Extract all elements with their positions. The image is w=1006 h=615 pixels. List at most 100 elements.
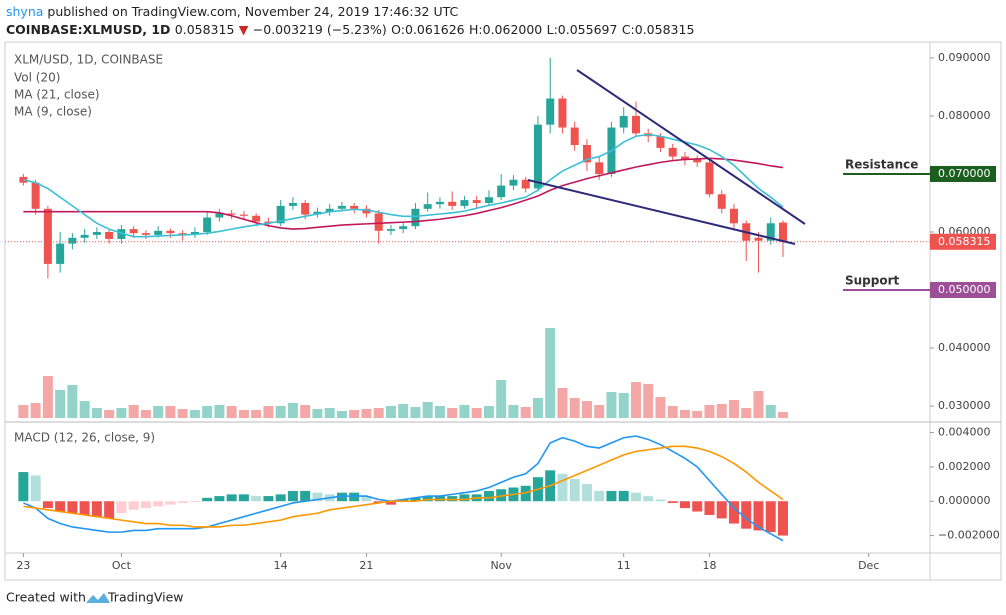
- x-tick-label: Dec: [858, 559, 879, 572]
- candle-body: [313, 211, 322, 215]
- trend-line-upper: [576, 69, 806, 225]
- volume-bar: [55, 390, 66, 418]
- macd-histogram-bar: [569, 478, 580, 502]
- footer-brand[interactable]: TradingView: [107, 590, 184, 605]
- high: H:0.062000: [469, 22, 542, 37]
- macd-histogram-bar: [140, 501, 151, 509]
- volume-bar: [594, 405, 605, 418]
- candle-body: [423, 204, 432, 209]
- macd-histogram-bar: [104, 501, 115, 519]
- volume-bar: [385, 406, 396, 418]
- candle-body: [729, 208, 738, 224]
- volume-bar: [42, 376, 53, 418]
- macd-histogram-bar: [667, 501, 678, 503]
- ma21-line: [23, 157, 784, 230]
- low: L:0.055697: [547, 22, 618, 37]
- x-tick-label: 11: [617, 559, 631, 572]
- candle-body: [264, 221, 273, 224]
- macd-histogram-bar: [496, 489, 507, 502]
- volume-bar: [655, 397, 666, 418]
- candle-body: [680, 156, 689, 160]
- candle-body: [68, 237, 77, 244]
- macd-histogram-bar: [618, 490, 629, 502]
- volume-bar: [312, 409, 323, 418]
- candle-body: [460, 200, 469, 206]
- volume-bar: [398, 404, 409, 418]
- author: shyna: [6, 4, 43, 19]
- macd-histogram-bar: [238, 494, 249, 502]
- legend-item: MA (21, close): [14, 88, 100, 102]
- candle-body: [301, 202, 310, 215]
- last: 0.058315: [175, 22, 235, 37]
- volume-bar: [251, 410, 262, 418]
- volume-bar: [520, 407, 531, 418]
- candle-body: [374, 213, 383, 231]
- candle-body: [203, 217, 212, 232]
- candle-body: [521, 179, 530, 189]
- x-tick-label: 14: [274, 559, 288, 572]
- candle-body: [411, 208, 420, 227]
- volume-bar: [18, 405, 29, 418]
- candle-body: [117, 229, 126, 239]
- volume-bar: [336, 411, 347, 418]
- volume-bar: [177, 409, 188, 418]
- legend-title: XLM/USD, 1D, COINBASE: [14, 53, 163, 67]
- published: published on TradingView.com, November 2…: [47, 4, 458, 19]
- macd-histogram-bar: [373, 501, 384, 503]
- macd-histogram-bar: [55, 501, 66, 512]
- volume-bar: [410, 407, 421, 418]
- candle-body: [619, 115, 628, 128]
- macd-histogram-bar: [728, 501, 739, 524]
- resistance-price-box: [930, 165, 996, 182]
- macd-line: [23, 435, 784, 542]
- x-tick-label: 18: [702, 559, 716, 572]
- candle-body: [570, 127, 579, 145]
- macd-histogram-bar: [189, 501, 200, 503]
- volume-bar: [104, 410, 115, 418]
- macd-histogram-bar: [630, 492, 641, 502]
- macd-histogram-bar: [67, 501, 78, 514]
- candle-body: [190, 232, 199, 235]
- candle-body: [399, 226, 408, 230]
- macd-histogram-bar: [765, 501, 776, 533]
- footer-created: Created with: [6, 590, 86, 605]
- y-tick-label: 0.080000: [938, 109, 991, 122]
- candle-body: [56, 243, 65, 264]
- macd-title: MACD (12, 26, close, 9): [14, 431, 155, 445]
- signal-line: [23, 445, 784, 528]
- macd-histogram-bar: [459, 494, 470, 502]
- ma9-line: [23, 133, 784, 238]
- volume-bar: [140, 410, 151, 418]
- volume-bar: [189, 410, 200, 418]
- symbol: COINBASE:XLMUSD, 1D: [6, 22, 170, 37]
- macd-histogram-bar: [753, 501, 764, 531]
- volume-bar: [630, 382, 641, 418]
- candle-body: [288, 202, 297, 206]
- volume-bar: [324, 408, 335, 418]
- volume-bar: [753, 391, 764, 418]
- macd-histogram-bar: [300, 490, 311, 502]
- volume-bar: [361, 409, 372, 418]
- resistance-price-label: 0.070000: [938, 167, 991, 180]
- macd-histogram-bar: [177, 501, 188, 503]
- x-tick-label: 21: [359, 559, 373, 572]
- volume-bar: [741, 408, 752, 418]
- volume-bar: [569, 398, 580, 418]
- tradingview-logo: [86, 593, 110, 603]
- macd-histogram-bar: [251, 496, 262, 502]
- y-tick-label: 0.090000: [938, 51, 991, 64]
- volume-bar: [434, 406, 445, 418]
- volume-bar: [532, 398, 543, 418]
- candle-body: [693, 159, 702, 163]
- volume-bar: [128, 405, 139, 418]
- candle-body: [705, 162, 714, 195]
- volume-bar: [545, 328, 556, 418]
- support-label: Support: [845, 274, 900, 288]
- volume-bar: [202, 406, 213, 418]
- y-tick-label: 0.030000: [938, 399, 991, 412]
- candle-body: [472, 200, 481, 203]
- candle-body: [386, 229, 395, 231]
- volume-bar: [287, 403, 298, 418]
- macd-histogram-bar: [287, 490, 298, 502]
- candle-body: [166, 230, 175, 234]
